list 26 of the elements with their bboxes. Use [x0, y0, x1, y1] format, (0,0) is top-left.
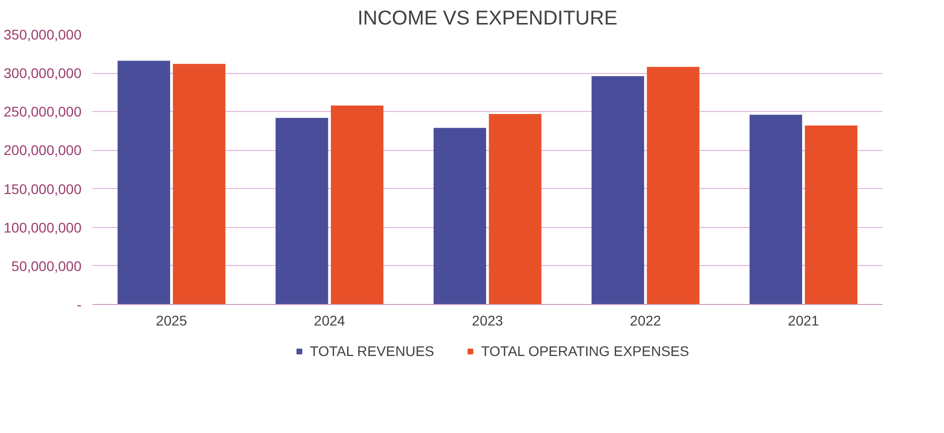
x-tick-label: 2021 — [788, 312, 820, 328]
bar — [488, 114, 542, 304]
bar — [592, 76, 644, 304]
bar — [750, 114, 802, 304]
y-tick-label: 300,000,000 — [4, 65, 82, 82]
y-tick-label: - — [76, 296, 82, 312]
x-tick-label: 2024 — [314, 312, 346, 328]
x-tick-label: 2025 — [156, 312, 188, 328]
bar — [434, 128, 486, 304]
bar — [804, 126, 858, 304]
legend-label: TOTAL OPERATING EXPENSES — [481, 342, 690, 358]
y-tick-label: 100,000,000 — [4, 219, 82, 236]
bar — [118, 60, 170, 304]
legend-label: TOTAL REVENUES — [310, 342, 434, 358]
y-tick-label: 150,000,000 — [4, 180, 82, 197]
bar — [330, 105, 384, 304]
x-tick-label: 2022 — [630, 312, 662, 328]
y-tick-label: 350,000,000 — [4, 26, 82, 42]
y-tick-label: 50,000,000 — [11, 258, 82, 274]
bar — [646, 66, 700, 304]
y-tick-label: 250,000,000 — [4, 104, 82, 120]
bar — [172, 64, 226, 304]
bar — [276, 118, 328, 304]
y-tick-label: 200,000,000 — [4, 142, 82, 158]
chart-title: INCOME VS EXPENDITURE — [357, 8, 618, 30]
x-tick-label: 2023 — [472, 312, 504, 328]
